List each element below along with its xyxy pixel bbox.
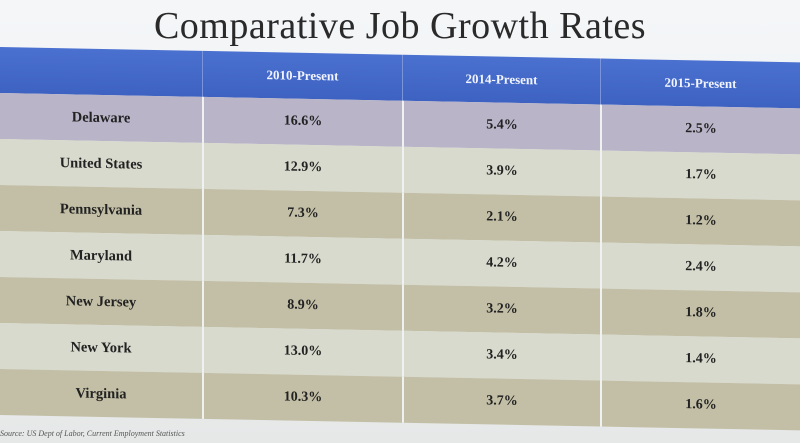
header-cell-empty bbox=[0, 47, 202, 97]
cell-2015-present: 1.7% bbox=[600, 150, 800, 201]
header-cell-2015: 2015-Present bbox=[600, 58, 800, 109]
row-label: Maryland bbox=[0, 231, 202, 281]
cell-2010-present: 10.3% bbox=[202, 372, 402, 423]
page-title: Comparative Job Growth Rates bbox=[153, 5, 647, 47]
cell-2015-present: 1.2% bbox=[600, 196, 800, 247]
cell-2014-present: 4.2% bbox=[402, 238, 600, 289]
cell-2014-present: 3.7% bbox=[402, 376, 600, 427]
cell-2010-present: 16.6% bbox=[202, 96, 402, 147]
cell-2010-present: 13.0% bbox=[202, 326, 402, 377]
cell-2014-present: 3.4% bbox=[402, 330, 600, 381]
row-label: United States bbox=[0, 139, 202, 189]
row-label: New York bbox=[0, 323, 202, 373]
row-label: Delaware bbox=[0, 93, 202, 143]
header-cell-2014: 2014-Present bbox=[402, 54, 600, 105]
cell-2010-present: 8.9% bbox=[202, 280, 402, 331]
row-label: New Jersey bbox=[0, 277, 202, 327]
cell-2015-present: 1.4% bbox=[600, 334, 800, 385]
cell-2010-present: 11.7% bbox=[202, 234, 402, 285]
cell-2014-present: 5.4% bbox=[402, 100, 600, 151]
cell-2015-present: 2.5% bbox=[600, 104, 800, 155]
cell-2010-present: 7.3% bbox=[202, 188, 402, 239]
cell-2010-present: 12.9% bbox=[202, 142, 402, 193]
cell-2014-present: 2.1% bbox=[402, 192, 600, 243]
cell-2014-present: 3.9% bbox=[402, 146, 600, 197]
cell-2014-present: 3.2% bbox=[402, 284, 600, 335]
header-cell-2010: 2010-Present bbox=[202, 50, 402, 101]
source-note: Source: US Dept of Labor, Current Employ… bbox=[0, 429, 185, 438]
job-growth-table: 2010-Present 2014-Present 2015-Present D… bbox=[0, 47, 800, 432]
row-label: Pennsylvania bbox=[0, 185, 202, 235]
cell-2015-present: 2.4% bbox=[600, 242, 800, 293]
cell-2015-present: 1.8% bbox=[600, 288, 800, 339]
row-label: Virginia bbox=[0, 369, 202, 419]
cell-2015-present: 1.6% bbox=[600, 380, 800, 431]
